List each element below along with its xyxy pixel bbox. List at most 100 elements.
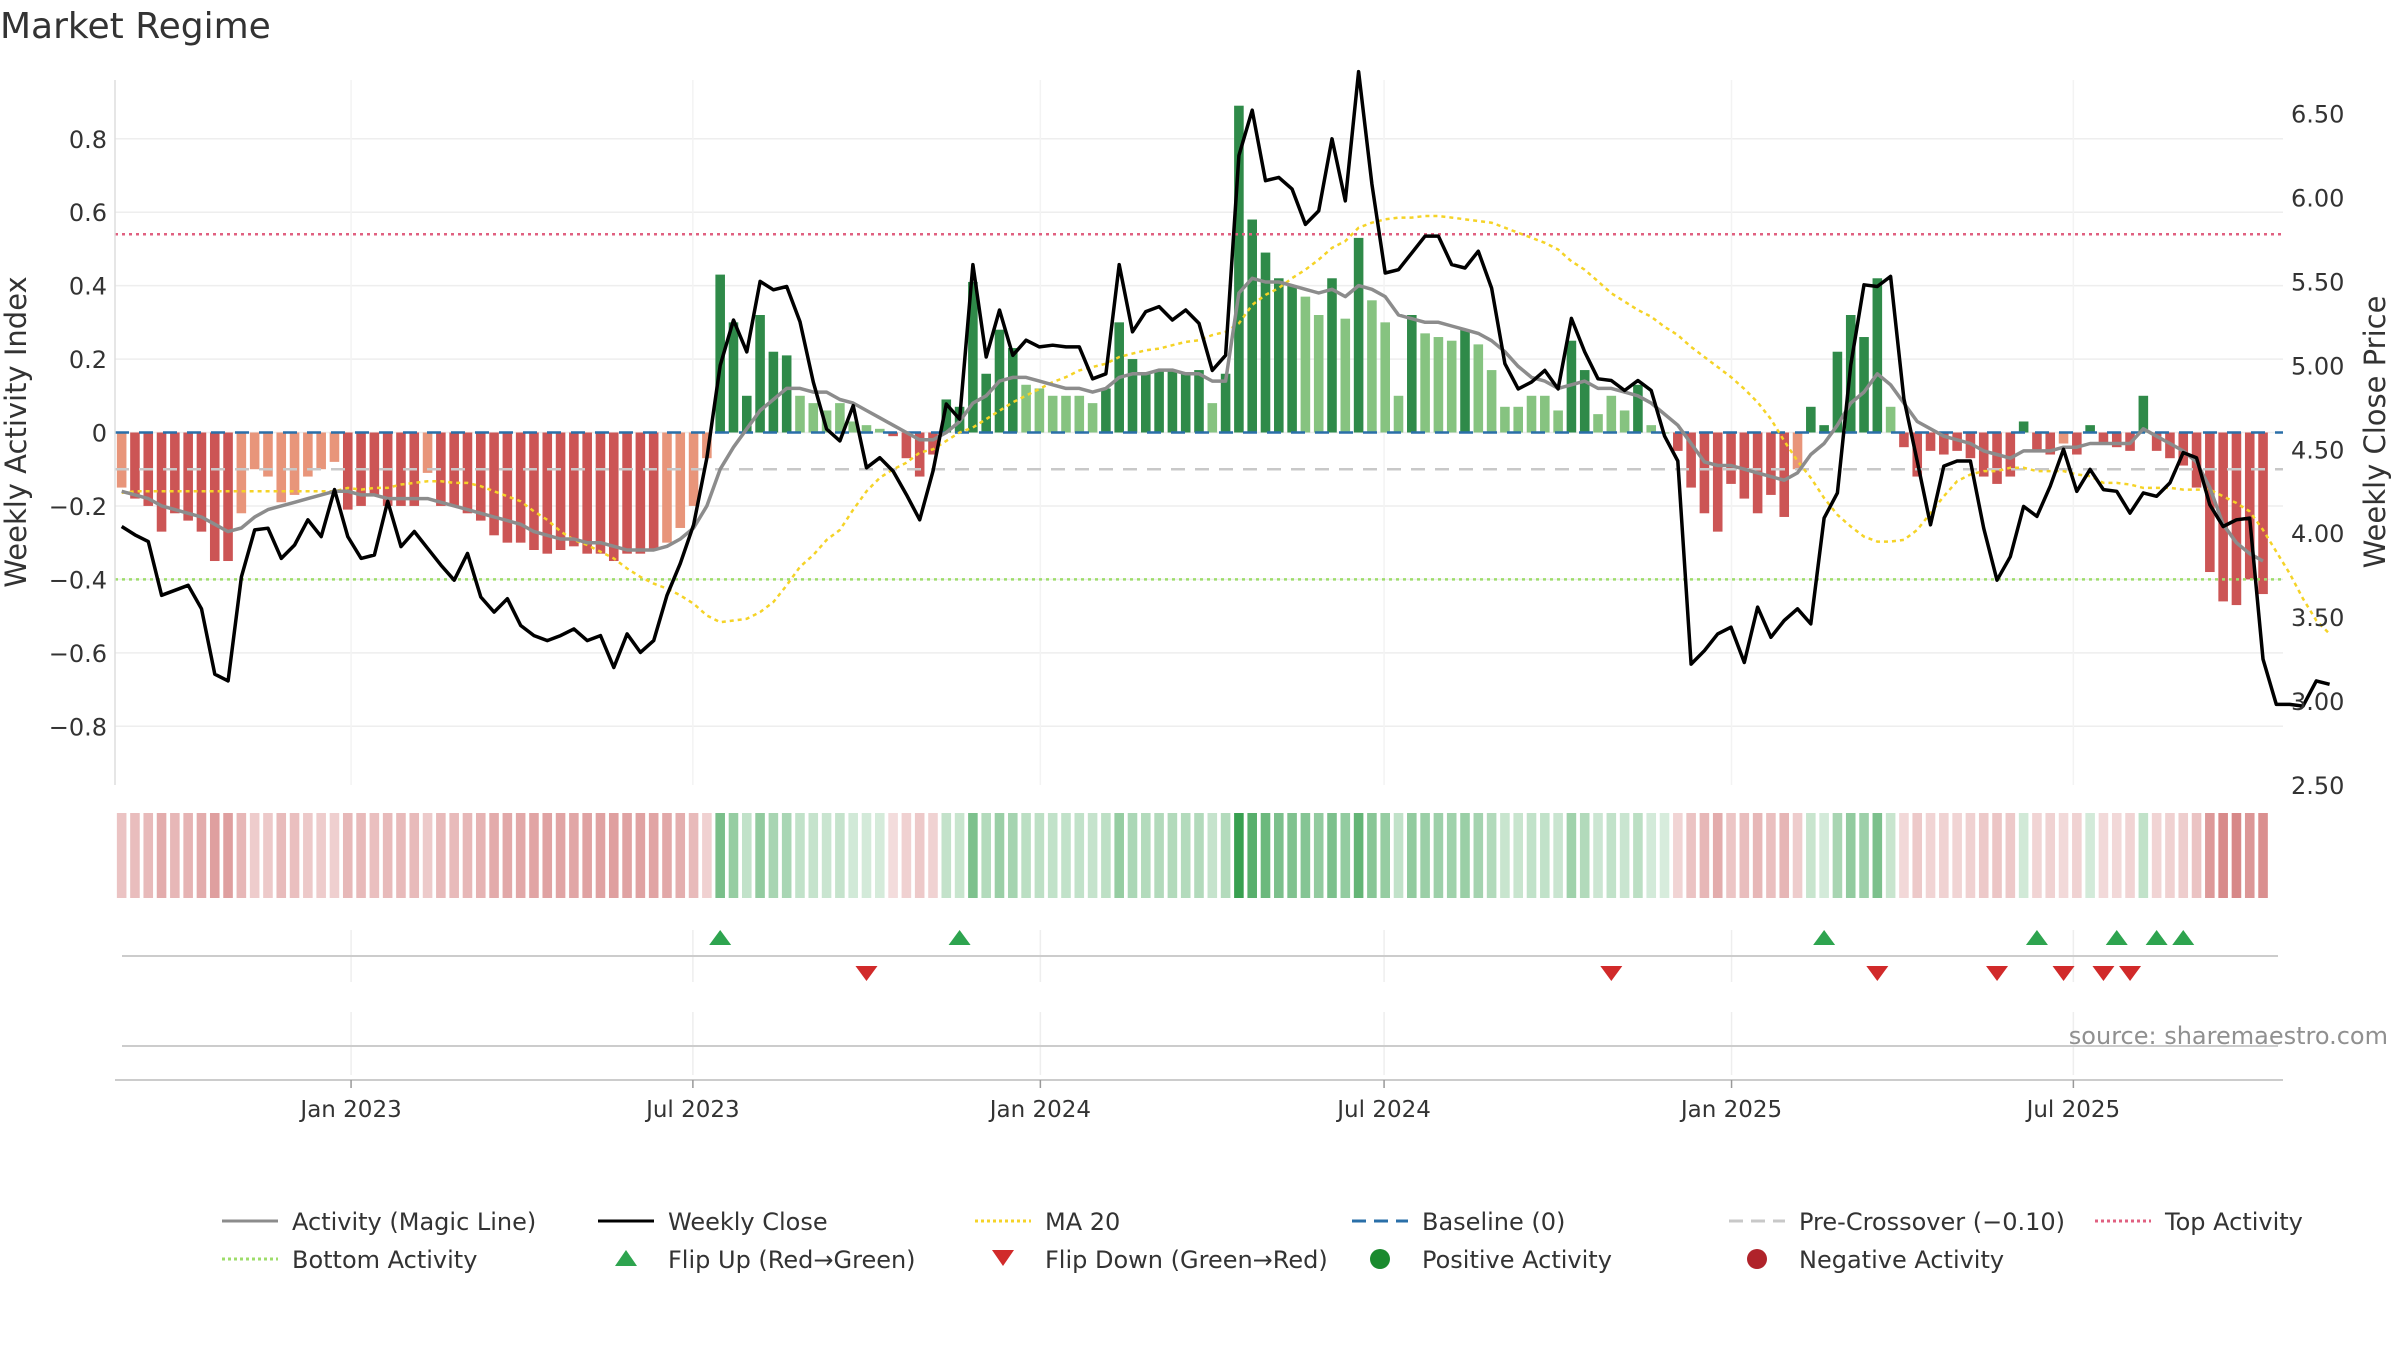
ribbon-cell bbox=[1300, 813, 1311, 898]
legend-item: MA 20 bbox=[975, 1208, 1120, 1236]
ribbon-cell bbox=[1819, 813, 1829, 898]
activity-bar bbox=[941, 399, 952, 433]
ribbon-cell bbox=[2125, 813, 2135, 898]
activity-bar bbox=[1180, 373, 1191, 433]
ribbon-cell bbox=[1872, 813, 1883, 898]
activity-bar bbox=[569, 432, 579, 547]
activity-bar bbox=[622, 432, 632, 554]
activity-bar bbox=[555, 432, 566, 550]
activity-bar bbox=[1646, 425, 1657, 433]
activity-bar bbox=[1952, 432, 1962, 451]
ribbon-cell bbox=[1407, 813, 1417, 898]
activity-bar bbox=[1367, 300, 1377, 433]
activity-bar bbox=[1127, 359, 1138, 433]
activity-bar bbox=[821, 410, 832, 433]
ribbon-cell bbox=[1779, 813, 1790, 898]
legend-item: Baseline (0) bbox=[1352, 1208, 1565, 1236]
ribbon-cell bbox=[595, 813, 606, 898]
ribbon-cell bbox=[2244, 813, 2255, 898]
legend-item: Weekly Close bbox=[598, 1208, 828, 1236]
y-axis-right-label: Weekly Close Price bbox=[2358, 296, 2392, 569]
ribbon-cell bbox=[489, 813, 499, 898]
regime-ribbon bbox=[116, 813, 2268, 898]
x-axis: Jan 2023 Jul 2023 Jan 2024 Jul 2024 Jan 2025… bbox=[115, 1079, 2283, 1123]
activity-bar bbox=[1353, 237, 1364, 433]
ribbon-cell bbox=[1673, 813, 1683, 898]
y-right-tick-label: 5.50 bbox=[2291, 268, 2344, 296]
activity-bar bbox=[1340, 318, 1351, 433]
legend-swatch bbox=[992, 1250, 1014, 1266]
x-tick-label: Jan 2023 bbox=[298, 1097, 401, 1123]
ribbon-cell bbox=[901, 813, 912, 898]
activity-bar bbox=[130, 432, 140, 499]
activity-bar bbox=[1446, 340, 1457, 433]
ribbon-cell bbox=[515, 813, 526, 898]
y-left-tick-label: −0.6 bbox=[49, 640, 107, 668]
flip-down-marker bbox=[1600, 966, 1623, 981]
ribbon-cell bbox=[1101, 813, 1111, 898]
series-lines bbox=[120, 69, 2331, 708]
ribbon-cell bbox=[914, 813, 925, 898]
activity-bar bbox=[1154, 370, 1164, 433]
activity-bar bbox=[1247, 219, 1257, 433]
activity-bar bbox=[396, 432, 406, 506]
x-tick-label: Jul 2025 bbox=[2025, 1097, 2121, 1123]
ribbon-cell bbox=[1353, 813, 1364, 898]
legend-label: Positive Activity bbox=[1422, 1246, 1612, 1274]
ribbon-cell bbox=[1021, 813, 1031, 898]
activity-bar bbox=[1486, 370, 1497, 433]
ribbon-cell bbox=[1806, 813, 1816, 898]
ribbon-cell bbox=[1792, 813, 1803, 898]
weekly-close-line bbox=[120, 69, 2331, 708]
activity-bar bbox=[1074, 395, 1085, 433]
ribbon-cell bbox=[2178, 813, 2189, 898]
y-left-tick-label: −0.8 bbox=[49, 713, 107, 741]
activity-bar bbox=[728, 322, 739, 433]
activity-bar bbox=[1819, 425, 1829, 433]
ribbon-cell bbox=[1260, 813, 1271, 898]
legend-item: Top Activity bbox=[2095, 1208, 2303, 1236]
activity-bar bbox=[316, 432, 326, 470]
legend-label: Bottom Activity bbox=[292, 1246, 477, 1274]
activity-bar bbox=[1393, 395, 1404, 433]
flip-up-marker bbox=[948, 930, 971, 945]
ribbon-cell bbox=[1579, 813, 1590, 898]
ribbon-cell bbox=[236, 813, 247, 898]
legend-label: Weekly Close bbox=[668, 1208, 828, 1236]
ribbon-cell bbox=[396, 813, 406, 898]
activity-bar bbox=[209, 432, 220, 562]
activity-bar bbox=[914, 432, 925, 477]
activity-bar bbox=[1806, 406, 1816, 433]
ribbon-cell bbox=[156, 813, 167, 898]
ribbon-cell bbox=[1340, 813, 1351, 898]
activity-bar bbox=[1194, 370, 1204, 433]
activity-bar bbox=[249, 432, 260, 470]
flip-up-marker bbox=[709, 930, 732, 945]
activity-bar bbox=[2244, 432, 2255, 580]
ribbon-cell bbox=[1992, 813, 2002, 898]
ribbon-cell bbox=[1446, 813, 1457, 898]
activity-bar bbox=[1992, 432, 2002, 484]
activity-bar bbox=[2045, 432, 2056, 455]
activity-bar bbox=[1087, 403, 1098, 433]
ribbon-cell bbox=[276, 813, 287, 898]
activity-bar bbox=[422, 432, 433, 473]
activity-bar bbox=[635, 432, 646, 554]
ribbon-cell bbox=[1460, 813, 1470, 898]
legend-item: Positive Activity bbox=[1370, 1246, 1612, 1274]
flip-up-marker bbox=[1813, 930, 1836, 945]
flip-down-marker bbox=[1866, 966, 1889, 981]
ribbon-cell bbox=[1367, 813, 1377, 898]
activity-bar bbox=[342, 432, 353, 510]
ribbon-cell bbox=[1393, 813, 1404, 898]
ribbon-cell bbox=[2045, 813, 2056, 898]
ribbon-cell bbox=[1114, 813, 1124, 898]
ribbon-cell bbox=[608, 813, 619, 898]
ribbon-cell bbox=[1925, 813, 1936, 898]
ribbon-cell bbox=[409, 813, 420, 898]
legend-label: Pre-Crossover (−0.10) bbox=[1799, 1208, 2065, 1236]
ribbon-cell bbox=[1234, 813, 1244, 898]
activity-bar bbox=[1606, 395, 1617, 433]
activity-bar bbox=[2032, 432, 2042, 451]
activity-bar bbox=[236, 432, 247, 514]
